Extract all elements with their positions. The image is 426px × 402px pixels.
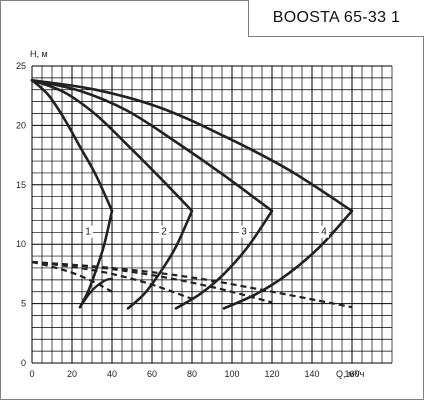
x-tick-label: 60 [147,369,157,379]
curve-label-3: 3 [241,227,247,238]
y-tick-label: 25 [16,61,26,71]
tick-labels: 0 20 40 60 80 100 120 140 160 0 5 10 15 20 25 [16,61,360,379]
x-tick-label: 80 [187,369,197,379]
curve-label-bg [319,225,329,238]
x-tick-label: 100 [224,369,239,379]
x-tick-label: 160 [344,369,359,379]
head-curve-4 [30,79,354,213]
x-tick-label: 20 [67,369,77,379]
grid-minor [32,66,393,363]
efficiency-branch-2 [126,209,194,310]
y-tick-label: 10 [16,239,26,249]
efficiency-branch-4 [222,209,354,310]
efficiency-branch-1 [78,209,114,309]
x-tick-label: 120 [264,369,279,379]
y-axis-label: H, м [30,49,48,59]
curve-label-bg [159,225,169,238]
head-curve-1 [30,79,114,213]
power-curve-2 [31,260,193,300]
curve-label-bg [239,225,249,238]
head-curve-2 [30,79,194,213]
head-curve-3 [30,79,274,213]
efficiency-branch-3 [174,209,274,310]
curve-label-bg [83,225,93,238]
curve-label-1: 1 [85,227,91,238]
y-tick-label: 0 [21,358,26,368]
y-tick-label: 5 [21,299,26,309]
power-curve-4 [31,260,353,309]
y-tick-label: 20 [16,120,26,130]
curves: 1 2 3 4 [30,79,354,310]
title-box: BOOSTA 65-33 1 [248,0,424,37]
x-tick-label: 140 [304,369,319,379]
x-axis-label: Q, м³/ч [336,369,365,379]
branch-end-1 [78,277,114,309]
x-tick-label: 0 [29,369,34,379]
curve-label-2: 2 [161,227,167,238]
x-tick-label: 40 [107,369,117,379]
y-tick-label: 15 [16,180,26,190]
chart-title: BOOSTA 65-33 1 [272,9,401,26]
curve-label-4: 4 [321,227,327,238]
